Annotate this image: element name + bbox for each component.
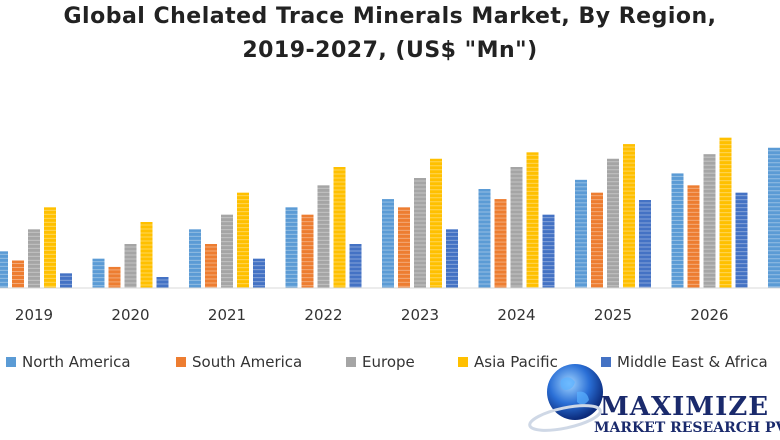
bar-north-america-2019: [0, 251, 8, 288]
bar-asia-pacific-2023: [430, 158, 442, 288]
bar-south-america-2022: [301, 214, 314, 288]
bar-europe-2020: [124, 244, 137, 288]
bar-north-america-2024: [478, 189, 491, 288]
logo-wordmark: MAXIMIZE: [600, 392, 770, 422]
legend-label: South America: [192, 353, 303, 371]
legend-swatch: [176, 357, 186, 367]
bar-south-america-2026: [687, 185, 700, 288]
bar-middle-east-africa-2023: [446, 229, 458, 288]
logo-subtitle: MARKET RESEARCH PVT: [594, 420, 780, 436]
legend: North America South America Europe Asia Pac…: [0, 350, 780, 374]
x-tick-label-2019: 2019: [15, 306, 53, 324]
x-tick-label-2023: 2023: [401, 306, 439, 324]
x-tick-label-2025: 2025: [594, 306, 632, 324]
bar-middle-east-africa-2025: [639, 200, 651, 288]
bar-north-america-2023: [382, 199, 394, 288]
legend-swatch: [458, 357, 468, 367]
bar-europe-2026: [703, 154, 716, 288]
chart-subtitle: 2019-2027, (US$ "Mn"): [242, 38, 538, 63]
bar-north-america-2020: [92, 258, 105, 288]
bar-north-america-2026: [671, 173, 684, 288]
bar-europe-2022: [317, 185, 330, 288]
bar-south-america-2020: [108, 266, 121, 288]
bar-asia-pacific-2026: [719, 137, 732, 288]
bar-north-america-2027: [768, 147, 780, 288]
bar-middle-east-africa-2021: [253, 258, 265, 288]
bar-middle-east-africa-2024: [542, 214, 555, 288]
x-tick-label-2020: 2020: [111, 306, 149, 324]
bar-europe-2025: [607, 158, 619, 288]
x-tick-label-2026: 2026: [690, 306, 728, 324]
legend-label: Middle East & Africa: [617, 353, 768, 371]
legend-label: Asia Pacific: [474, 353, 558, 371]
x-tick-label-2024: 2024: [497, 306, 535, 324]
bar-asia-pacific-2025: [623, 144, 635, 288]
legend-item-south-america: South America: [176, 350, 302, 374]
x-tick-labels: 201920202021202220232024202520262027: [15, 306, 729, 324]
bar-europe-2021: [221, 214, 233, 288]
legend-label: Europe: [362, 353, 415, 371]
bar-asia-pacific-2022: [333, 167, 346, 288]
legend-label: North America: [22, 353, 131, 371]
bar-europe-2023: [414, 178, 426, 288]
bar-asia-pacific-2019: [44, 207, 56, 288]
bar-north-america-2025: [575, 179, 587, 288]
company-logo: MAXIMIZE MARKET RESEARCH PVT: [525, 362, 780, 440]
legend-item-middle-east-africa: Middle East & Africa: [601, 350, 768, 374]
bar-north-america-2022: [285, 207, 298, 288]
bar-middle-east-africa-2019: [60, 273, 72, 288]
bar-south-america-2024: [494, 199, 507, 288]
legend-swatch: [346, 357, 356, 367]
bar-south-america-2021: [205, 244, 217, 288]
bar-south-america-2019: [12, 260, 24, 288]
bar-middle-east-africa-2020: [156, 277, 169, 288]
bar-south-america-2023: [398, 207, 410, 288]
bar-south-america-2025: [591, 192, 603, 288]
bar-north-america-2021: [189, 229, 201, 288]
bar-middle-east-africa-2026: [735, 192, 748, 288]
bars-group: [0, 137, 780, 289]
legend-swatch: [6, 357, 16, 367]
bar-europe-2019: [28, 229, 40, 288]
legend-swatch: [601, 357, 611, 367]
chart-title: Global Chelated Trace Minerals Market, B…: [63, 4, 717, 29]
x-tick-label-2021: 2021: [208, 306, 246, 324]
legend-item-asia-pacific: Asia Pacific: [458, 350, 558, 374]
bar-asia-pacific-2024: [526, 152, 539, 288]
bar-europe-2024: [510, 167, 523, 288]
bar-asia-pacific-2021: [237, 192, 249, 288]
legend-item-europe: Europe: [346, 350, 415, 374]
x-tick-label-2022: 2022: [304, 306, 342, 324]
legend-item-north-america: North America: [6, 350, 131, 374]
bar-asia-pacific-2020: [140, 222, 153, 288]
bar-middle-east-africa-2022: [349, 244, 362, 288]
globe-icon: [528, 364, 603, 432]
